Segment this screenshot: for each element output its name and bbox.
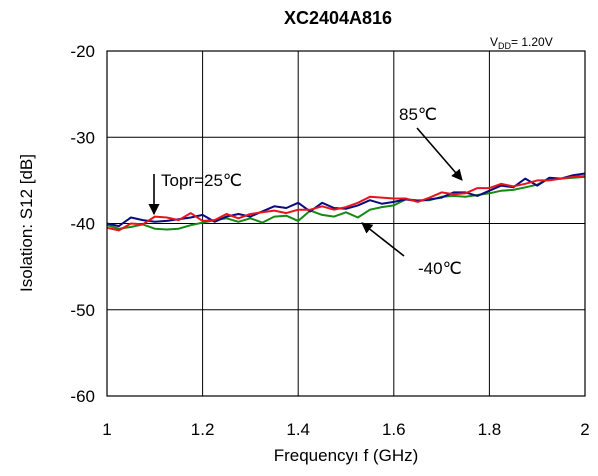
series-line-0 [106, 175, 586, 232]
x-axis-ticks: 1 1.2 1.4 1.6 1.8 2 [102, 420, 589, 439]
y-tick-label: -30 [70, 128, 95, 147]
data-series [106, 172, 586, 232]
plot-area [106, 50, 586, 397]
x-tick-label: 1 [102, 420, 111, 439]
x-tick-label: 1.6 [382, 420, 406, 439]
condition-label: VDD= 1.20V [490, 35, 553, 51]
x-tick-label: 1.4 [286, 420, 310, 439]
x-tick-label: 1.2 [191, 420, 215, 439]
annotation-85c-arrow [416, 127, 463, 181]
annotation-minus40c: -40℃ [418, 259, 462, 278]
x-tick-label: 2 [580, 420, 589, 439]
annotation-25c: Topr=25℃ [161, 171, 242, 190]
y-tick-label: -40 [70, 215, 95, 234]
annotation-85c: 85℃ [399, 105, 437, 124]
grid-lines [106, 50, 586, 397]
y-axis-label: Isolation: S12 [dB] [17, 154, 36, 292]
y-tick-label: -60 [70, 387, 95, 406]
series-line-1 [106, 172, 586, 228]
chart-title: XC2404A816 [284, 8, 392, 28]
series-line-2 [106, 175, 586, 231]
x-axis-label: Frequencyı f (GHz) [274, 446, 419, 465]
x-tick-label: 1.8 [478, 420, 502, 439]
y-axis-ticks: -60 -50 -40 -30 -20 [70, 42, 95, 406]
y-tick-label: -50 [70, 301, 95, 320]
annotation-minus40c-arrow [361, 222, 405, 257]
y-tick-label: -20 [70, 42, 95, 61]
